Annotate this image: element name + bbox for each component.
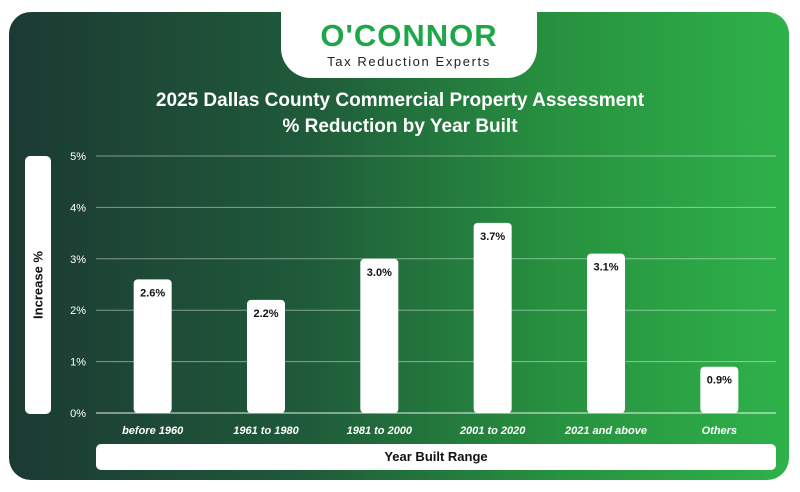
x-tick-label: 2021 and above: [564, 425, 647, 437]
y-tick-label: 5%: [70, 151, 86, 163]
x-tick-label: Others: [702, 425, 737, 437]
data-label: 3.1%: [593, 262, 618, 274]
x-tick-label: 1981 to 2000: [347, 425, 413, 437]
chart-title: 2025 Dallas County Commercial Property A…: [0, 88, 800, 140]
bar: [360, 258, 399, 413]
data-label: 2.6%: [140, 287, 165, 299]
x-axis-label: Year Built Range: [384, 449, 488, 464]
x-axis-label-box: [96, 444, 776, 470]
bar: [247, 299, 285, 413]
y-tick-label: 0%: [70, 408, 86, 420]
bar: [587, 253, 625, 413]
y-tick-label: 4%: [70, 202, 86, 214]
data-label: 2.2%: [253, 308, 278, 320]
data-label: 3.7%: [480, 231, 505, 243]
y-tick-label: 2%: [70, 305, 86, 317]
brand-tagline: Tax Reduction Experts: [327, 54, 491, 69]
data-label: 0.9%: [707, 375, 732, 387]
x-tick-label: before 1960: [122, 425, 184, 437]
bar: [700, 366, 739, 413]
y-axis-label-box: [25, 156, 51, 414]
chart-title-line-2: % Reduction by Year Built: [282, 116, 518, 137]
chart-title-line-1: 2025 Dallas County Commercial Property A…: [155, 90, 645, 111]
y-tick-label: 1%: [70, 357, 86, 369]
bar: [473, 222, 512, 413]
y-tick-label: 3%: [70, 254, 86, 266]
x-tick-label: 2001 to 2020: [459, 425, 526, 437]
brand-logo: O'CONNOR: [320, 18, 498, 53]
logo-badge: O'CONNOR Tax Reduction Experts: [281, 12, 537, 78]
data-label: 3.0%: [367, 267, 392, 279]
x-tick-label: 1961 to 1980: [233, 425, 299, 437]
bar: [133, 279, 172, 413]
